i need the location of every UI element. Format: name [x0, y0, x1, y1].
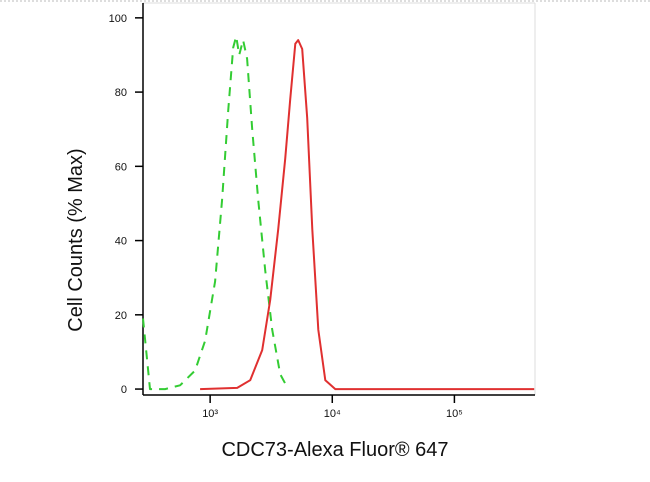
- y-axis-label: Cell Counts (% Max): [65, 148, 87, 331]
- series-line: [142, 35, 290, 391]
- series-line: [200, 39, 535, 391]
- y-tick-label: 80: [115, 87, 127, 99]
- y-tick-label: 100: [109, 13, 127, 25]
- y-tick-label: 60: [115, 161, 127, 173]
- x-axis-label: CDC73-Alexa Fluor® 647: [221, 439, 448, 461]
- y-tick-label: 0: [121, 384, 127, 396]
- x-tick-label: 10⁴: [324, 408, 341, 420]
- y-tick-label: 40: [115, 236, 127, 248]
- x-tick-label: 10⁵: [446, 408, 463, 420]
- x-tick-label: 10³: [202, 408, 218, 420]
- y-tick-label: 20: [115, 310, 127, 322]
